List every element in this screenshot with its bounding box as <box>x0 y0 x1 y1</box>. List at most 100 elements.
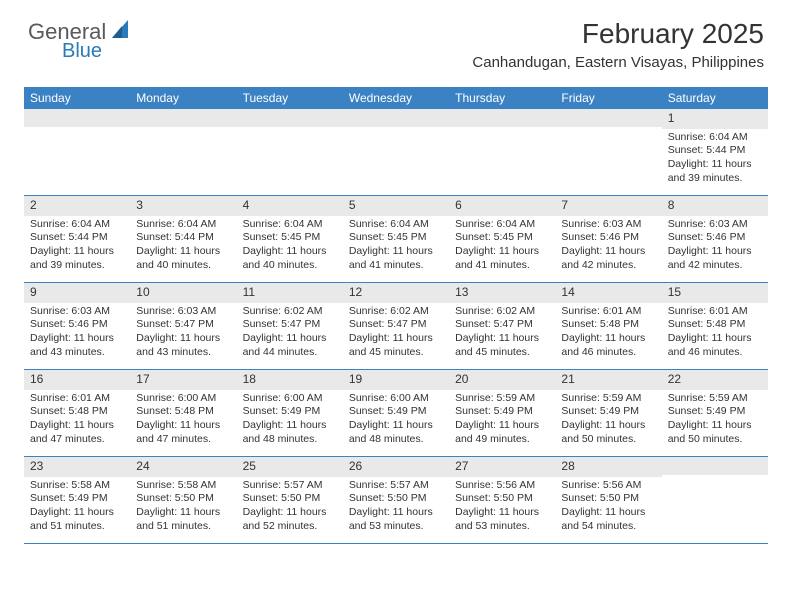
daylight1-text: Daylight: 11 hours <box>455 419 549 433</box>
sunrise-text: Sunrise: 6:00 AM <box>243 392 337 406</box>
day-number <box>555 109 661 127</box>
daylight2-text: and 45 minutes. <box>349 346 443 360</box>
calendar-cell <box>130 109 236 195</box>
sunrise-text: Sunrise: 6:03 AM <box>136 305 230 319</box>
day-details: Sunrise: 6:04 AMSunset: 5:45 PMDaylight:… <box>449 216 555 277</box>
calendar-cell: 14Sunrise: 6:01 AMSunset: 5:48 PMDayligh… <box>555 283 661 369</box>
daylight1-text: Daylight: 11 hours <box>30 419 124 433</box>
calendar-cell: 27Sunrise: 5:56 AMSunset: 5:50 PMDayligh… <box>449 457 555 543</box>
sunset-text: Sunset: 5:48 PM <box>30 405 124 419</box>
calendar-week-row: 1Sunrise: 6:04 AMSunset: 5:44 PMDaylight… <box>24 109 768 196</box>
day-number: 19 <box>343 370 449 390</box>
day-details: Sunrise: 5:58 AMSunset: 5:49 PMDaylight:… <box>24 477 130 538</box>
sunset-text: Sunset: 5:49 PM <box>455 405 549 419</box>
calendar-cell: 26Sunrise: 5:57 AMSunset: 5:50 PMDayligh… <box>343 457 449 543</box>
sunrise-text: Sunrise: 5:56 AM <box>561 479 655 493</box>
calendar-cell <box>24 109 130 195</box>
calendar-cell: 1Sunrise: 6:04 AMSunset: 5:44 PMDaylight… <box>662 109 768 195</box>
day-details: Sunrise: 6:00 AMSunset: 5:49 PMDaylight:… <box>237 390 343 451</box>
calendar-cell <box>237 109 343 195</box>
daylight2-text: and 47 minutes. <box>136 433 230 447</box>
daylight1-text: Daylight: 11 hours <box>349 419 443 433</box>
day-header-monday: Monday <box>130 87 236 109</box>
calendar-cell: 6Sunrise: 6:04 AMSunset: 5:45 PMDaylight… <box>449 196 555 282</box>
day-number <box>130 109 236 127</box>
calendar-cell: 28Sunrise: 5:56 AMSunset: 5:50 PMDayligh… <box>555 457 661 543</box>
logo-text-blue: Blue <box>62 40 102 63</box>
sunrise-text: Sunrise: 6:03 AM <box>30 305 124 319</box>
daylight1-text: Daylight: 11 hours <box>243 245 337 259</box>
calendar-week-row: 9Sunrise: 6:03 AMSunset: 5:46 PMDaylight… <box>24 283 768 370</box>
calendar-cell: 21Sunrise: 5:59 AMSunset: 5:49 PMDayligh… <box>555 370 661 456</box>
sunrise-text: Sunrise: 6:04 AM <box>668 131 762 145</box>
title-block: February 2025 Canhandugan, Eastern Visay… <box>472 18 764 71</box>
sunrise-text: Sunrise: 5:58 AM <box>136 479 230 493</box>
calendar-cell: 10Sunrise: 6:03 AMSunset: 5:47 PMDayligh… <box>130 283 236 369</box>
sunset-text: Sunset: 5:50 PM <box>243 492 337 506</box>
sunrise-text: Sunrise: 5:59 AM <box>668 392 762 406</box>
day-number: 6 <box>449 196 555 216</box>
day-details: Sunrise: 6:03 AMSunset: 5:46 PMDaylight:… <box>24 303 130 364</box>
day-number: 23 <box>24 457 130 477</box>
daylight2-text: and 50 minutes. <box>561 433 655 447</box>
sunset-text: Sunset: 5:44 PM <box>136 231 230 245</box>
sunrise-text: Sunrise: 6:00 AM <box>136 392 230 406</box>
sunrise-text: Sunrise: 5:59 AM <box>455 392 549 406</box>
calendar-week-row: 16Sunrise: 6:01 AMSunset: 5:48 PMDayligh… <box>24 370 768 457</box>
sunset-text: Sunset: 5:47 PM <box>455 318 549 332</box>
day-number: 8 <box>662 196 768 216</box>
daylight1-text: Daylight: 11 hours <box>136 332 230 346</box>
daylight2-text: and 42 minutes. <box>668 259 762 273</box>
day-number: 20 <box>449 370 555 390</box>
day-number: 12 <box>343 283 449 303</box>
calendar-cell: 24Sunrise: 5:58 AMSunset: 5:50 PMDayligh… <box>130 457 236 543</box>
calendar-cell: 9Sunrise: 6:03 AMSunset: 5:46 PMDaylight… <box>24 283 130 369</box>
calendar-cell <box>449 109 555 195</box>
calendar-cell: 7Sunrise: 6:03 AMSunset: 5:46 PMDaylight… <box>555 196 661 282</box>
daylight1-text: Daylight: 11 hours <box>561 506 655 520</box>
day-number: 2 <box>24 196 130 216</box>
daylight1-text: Daylight: 11 hours <box>455 245 549 259</box>
daylight1-text: Daylight: 11 hours <box>349 332 443 346</box>
logo: General Blue <box>28 18 134 45</box>
daylight2-text: and 47 minutes. <box>30 433 124 447</box>
day-details: Sunrise: 6:03 AMSunset: 5:46 PMDaylight:… <box>555 216 661 277</box>
day-details: Sunrise: 6:04 AMSunset: 5:44 PMDaylight:… <box>662 129 768 190</box>
day-number <box>24 109 130 127</box>
sunset-text: Sunset: 5:44 PM <box>668 144 762 158</box>
day-details: Sunrise: 5:59 AMSunset: 5:49 PMDaylight:… <box>555 390 661 451</box>
sunset-text: Sunset: 5:49 PM <box>30 492 124 506</box>
day-header-sunday: Sunday <box>24 87 130 109</box>
day-details: Sunrise: 6:01 AMSunset: 5:48 PMDaylight:… <box>24 390 130 451</box>
day-details: Sunrise: 6:02 AMSunset: 5:47 PMDaylight:… <box>449 303 555 364</box>
day-details: Sunrise: 5:59 AMSunset: 5:49 PMDaylight:… <box>449 390 555 451</box>
day-number: 4 <box>237 196 343 216</box>
page-title: February 2025 <box>472 18 764 50</box>
day-number: 7 <box>555 196 661 216</box>
daylight1-text: Daylight: 11 hours <box>561 332 655 346</box>
sunset-text: Sunset: 5:48 PM <box>668 318 762 332</box>
daylight2-text: and 54 minutes. <box>561 520 655 534</box>
daylight1-text: Daylight: 11 hours <box>561 419 655 433</box>
sunrise-text: Sunrise: 6:04 AM <box>136 218 230 232</box>
day-number: 14 <box>555 283 661 303</box>
sunset-text: Sunset: 5:45 PM <box>243 231 337 245</box>
sunset-text: Sunset: 5:45 PM <box>455 231 549 245</box>
calendar-week-row: 2Sunrise: 6:04 AMSunset: 5:44 PMDaylight… <box>24 196 768 283</box>
sunset-text: Sunset: 5:44 PM <box>30 231 124 245</box>
daylight2-text: and 42 minutes. <box>561 259 655 273</box>
calendar-cell: 22Sunrise: 5:59 AMSunset: 5:49 PMDayligh… <box>662 370 768 456</box>
day-number <box>662 457 768 475</box>
day-number: 22 <box>662 370 768 390</box>
page-header: General Blue February 2025 Canhandugan, … <box>0 0 792 79</box>
sunset-text: Sunset: 5:46 PM <box>561 231 655 245</box>
daylight1-text: Daylight: 11 hours <box>243 419 337 433</box>
day-details: Sunrise: 5:59 AMSunset: 5:49 PMDaylight:… <box>662 390 768 451</box>
day-number: 17 <box>130 370 236 390</box>
sunrise-text: Sunrise: 5:56 AM <box>455 479 549 493</box>
day-header-saturday: Saturday <box>662 87 768 109</box>
day-number: 3 <box>130 196 236 216</box>
day-number: 18 <box>237 370 343 390</box>
daylight1-text: Daylight: 11 hours <box>136 506 230 520</box>
sunrise-text: Sunrise: 6:02 AM <box>455 305 549 319</box>
